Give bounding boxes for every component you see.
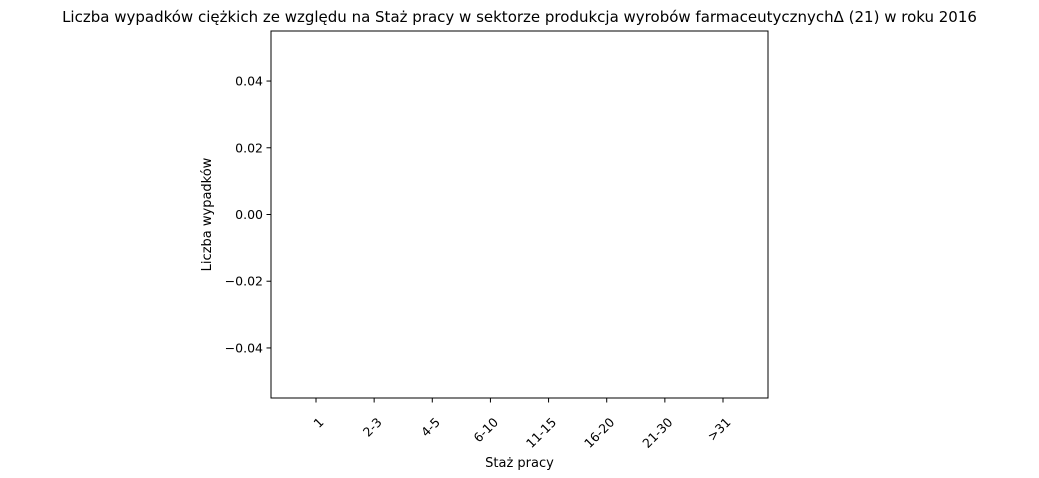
x-axis-label: Staż pracy — [485, 456, 554, 471]
x-tick-label: 4-5 — [418, 415, 443, 440]
x-tick-label: 2-3 — [360, 415, 385, 440]
plot-frame — [270, 30, 769, 399]
x-tick-label: 16-20 — [581, 415, 617, 451]
y-tick-label: −0.02 — [225, 274, 263, 289]
y-tick-label: 0.04 — [235, 74, 263, 89]
plot-area — [270, 30, 769, 399]
x-tick-label: 6-10 — [470, 415, 501, 446]
x-tick-label: 1 — [310, 415, 326, 431]
x-tick-label: >31 — [704, 415, 733, 444]
y-axis-label: Liczba wypadków — [200, 157, 215, 271]
x-tick-label: 11-15 — [523, 415, 559, 451]
y-tick-label: −0.04 — [225, 340, 263, 355]
chart-title: Liczba wypadków ciężkich ze względu na S… — [62, 8, 977, 26]
y-tick-label: 0.00 — [235, 207, 263, 222]
y-axis-ticks: −0.04 −0.02 0.00 0.02 0.04 — [225, 74, 271, 355]
x-tick-label: 21-30 — [639, 415, 675, 451]
x-axis-ticks: 1 2-3 4-5 6-10 11-15 16-20 21-30 >31 — [310, 398, 734, 451]
y-tick-label: 0.02 — [235, 140, 263, 155]
